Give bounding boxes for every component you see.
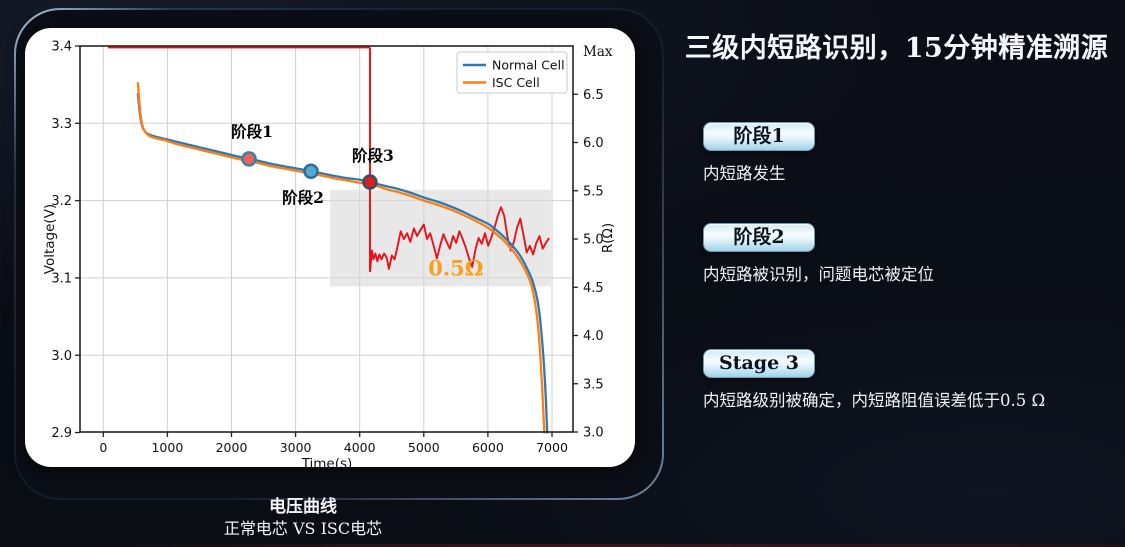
right-axis-max-label: Max (583, 44, 613, 60)
y-left-tick-label: 3.1 (51, 271, 72, 286)
stage-1-badge: 阶段1 (703, 122, 815, 151)
y-right-tick-label: 4.0 (583, 329, 604, 344)
stage-3-description: 内短路级别被确定，内短路阻值误差低于0.5 Ω (703, 391, 1046, 410)
page-title: 三级内短路识别，15分钟精准溯源 (684, 33, 1109, 64)
stage-marker-2 (303, 163, 319, 179)
resistance-curve (369, 206, 550, 272)
y-left-tick-label: 3.4 (51, 40, 72, 55)
stage-1-description: 内短路发生 (703, 164, 786, 183)
x-tick-label: 5000 (408, 440, 440, 455)
stage-3-badge: Stage 3 (703, 349, 815, 378)
resistance-value-label: 0.5Ω (428, 256, 483, 281)
isc-cell-curve (136, 81, 546, 434)
stage-block-2: 阶段2 内短路被识别，问题电芯被定位 (703, 223, 1125, 285)
x-tick-label: 1000 (151, 440, 183, 455)
stage-marker-label-2: 阶段2 (282, 188, 324, 207)
x-tick-label: 3000 (280, 440, 312, 455)
y-left-tick-label: 2.9 (51, 426, 72, 441)
y-right-tick-label: 5.5 (583, 184, 604, 199)
x-tick-label: 7000 (536, 440, 568, 455)
stage-marker-label-1: 阶段1 (231, 122, 273, 141)
chart-panel: 0 1000 2000 3000 4000 5000 6000 7000 3.4 3.3 3.2 3.… (25, 28, 635, 467)
y-left-axis-title: Voltage(V) (42, 204, 58, 274)
y-right-tick-label: 6.0 (583, 136, 604, 151)
stage-2-badge: 阶段2 (703, 223, 815, 252)
y-right-axis-title: R(Ω) (600, 223, 616, 253)
legend-label: ISC Cell (492, 75, 540, 90)
voltage-resistance-chart: 0 1000 2000 3000 4000 5000 6000 7000 3.4 3.3 3.2 3.… (42, 40, 616, 467)
caption-title: 电压曲线 (269, 497, 337, 517)
y-right-tick-label: 4.5 (583, 281, 604, 296)
normal-cell-curve (136, 92, 549, 434)
y-right-tick-label: 5.0 (583, 233, 604, 248)
bottom-red-strip (0, 544, 1125, 547)
y-left-tick-label: 3.0 (51, 349, 72, 364)
x-tick-label: 4000 (344, 440, 376, 455)
stage-marker-label-3: 阶段3 (352, 146, 394, 165)
y-right-tick-label: 3.5 (583, 377, 604, 392)
stage-marker-1 (241, 151, 257, 167)
stage-marker-3 (362, 174, 378, 190)
x-tick-label: 0 (99, 440, 107, 455)
y-right-tick-label: 6.5 (583, 88, 604, 103)
y-right-tick-label: 3.0 (583, 426, 604, 441)
stage-2-description: 内短路被识别，问题电芯被定位 (703, 265, 934, 284)
caption-subtitle: 正常电芯 VS ISC电芯 (223, 519, 383, 538)
stage-block-3: Stage 3 内短路级别被确定，内短路阻值误差低于0.5 Ω (703, 349, 1125, 411)
stage-block-1: 阶段1 内短路发生 (703, 122, 1125, 184)
legend-label: Normal Cell (492, 57, 565, 72)
x-tick-label: 2000 (216, 440, 248, 455)
chart-caption: 电压曲线 正常电芯 VS ISC电芯 (25, 497, 581, 540)
y-left-tick-label: 3.2 (51, 194, 72, 209)
x-tick-label: 6000 (472, 440, 504, 455)
x-axis-title: Time(s) (301, 456, 353, 467)
y-left-tick-label: 3.3 (51, 117, 72, 132)
